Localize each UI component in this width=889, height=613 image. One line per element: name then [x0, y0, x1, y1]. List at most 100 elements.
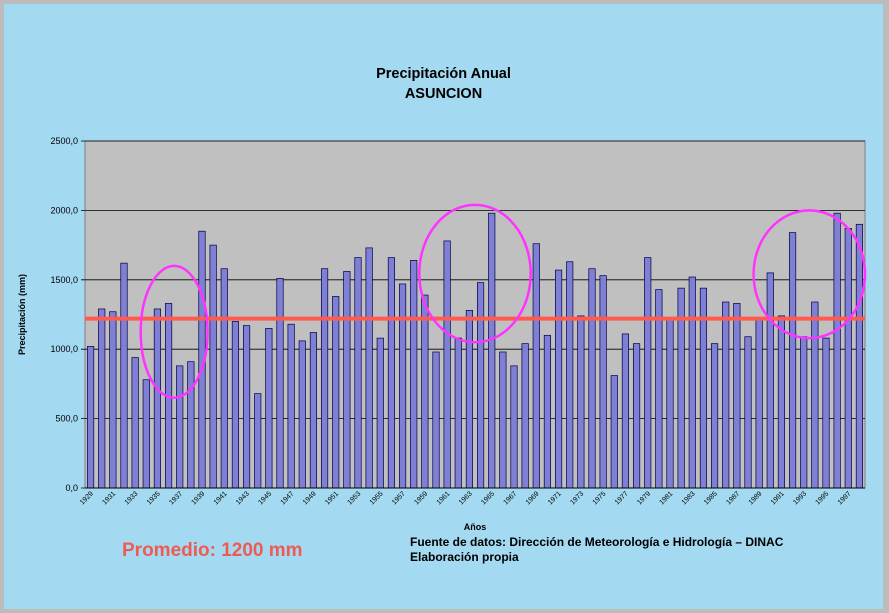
bar	[632, 343, 641, 489]
bar	[98, 308, 106, 489]
bar	[443, 240, 451, 489]
x-tick-label: 1983	[681, 490, 697, 506]
bar	[410, 260, 418, 489]
bar	[566, 261, 574, 489]
y-tick-label: 500,0	[55, 414, 78, 424]
bar	[209, 244, 217, 489]
bar	[387, 257, 396, 489]
bar	[120, 262, 128, 489]
highlight-ellipse	[752, 209, 867, 340]
x-tick-label: 1929	[79, 490, 95, 506]
bar	[766, 272, 774, 489]
x-tick-label: 1987	[725, 490, 741, 506]
x-tick-label: 1971	[547, 490, 563, 506]
x-tick-label: 1935	[146, 490, 162, 506]
bar	[844, 228, 852, 489]
chart-title-line: Precipitación Anual	[376, 66, 511, 82]
x-tick-label: 1975	[592, 490, 608, 506]
x-tick-label: 1997	[837, 490, 853, 506]
x-tick-label: 1945	[257, 490, 273, 506]
bar	[320, 268, 329, 489]
highlight-ellipse	[418, 203, 532, 344]
bar	[176, 365, 184, 489]
bar	[231, 321, 240, 489]
bar	[710, 343, 719, 489]
bar	[398, 283, 407, 489]
x-tick-label: 1947	[280, 490, 296, 506]
bar	[488, 212, 496, 489]
bar	[577, 315, 585, 489]
x-tick-label: 1953	[346, 490, 362, 506]
x-tick-label: 1943	[235, 490, 251, 506]
bar	[666, 319, 674, 489]
x-tick-label: 1959	[413, 490, 429, 506]
credit-line: Elaboración propia	[410, 550, 519, 564]
x-tick-label: 1969	[525, 490, 541, 506]
bar	[811, 301, 819, 489]
x-tick-label: 1941	[213, 490, 229, 506]
x-tick-label: 1993	[792, 490, 808, 506]
x-axis-title: Años	[464, 522, 487, 532]
x-tick-label: 1979	[636, 490, 652, 506]
bar	[142, 379, 150, 489]
x-tick-label: 1961	[436, 490, 452, 506]
x-tick-label: 1965	[480, 490, 496, 506]
bar	[543, 334, 552, 489]
x-tick-label: 1981	[658, 490, 674, 506]
x-tick-label: 1977	[614, 490, 630, 506]
bar	[610, 375, 618, 489]
bar	[476, 282, 485, 489]
bar	[432, 351, 440, 489]
bar	[755, 318, 763, 489]
y-tick-label: 2000,0	[50, 205, 78, 215]
bar	[309, 332, 318, 489]
bar	[521, 343, 529, 489]
x-tick-label: 1989	[748, 490, 764, 506]
bar	[276, 278, 284, 489]
bar	[554, 269, 563, 489]
precipitation-chart: 0,0 500,0 1000,0 1500,0 2000,0 2500,0 1929 1931…	[17, 136, 867, 532]
bar	[777, 315, 786, 489]
bar	[287, 323, 295, 489]
y-tick-label: 2500,0	[50, 136, 78, 146]
x-tick-label: 1991	[770, 490, 786, 506]
chart-subtitle-line: ASUNCION	[404, 86, 483, 102]
average-label: Promedio: 1200 mm	[122, 540, 303, 561]
chart-title: Precipitación Anual ASUNCION	[4, 64, 883, 104]
x-tick-label: 1967	[502, 490, 518, 506]
bar	[254, 393, 262, 489]
bar	[376, 337, 384, 489]
bar	[421, 294, 429, 489]
x-tick-label: 1955	[369, 490, 385, 506]
x-tick-label: 1931	[101, 490, 117, 506]
bar	[365, 247, 373, 489]
bar	[86, 346, 95, 489]
bar	[499, 351, 507, 489]
bar	[822, 337, 830, 489]
bar	[220, 268, 228, 489]
bar	[744, 336, 752, 489]
y-tick-label: 1500,0	[50, 275, 78, 285]
slide: Precipitación Anual ASUNCION 0,0 500,0 100…	[4, 4, 883, 609]
bar	[109, 311, 117, 489]
bar	[788, 232, 797, 489]
x-tick-label: 1949	[302, 490, 318, 506]
bar	[465, 309, 474, 489]
x-tick-label: 1985	[703, 490, 719, 506]
highlight-ellipse	[139, 264, 209, 400]
bar	[800, 336, 808, 489]
bar	[454, 337, 462, 489]
bar	[599, 275, 607, 489]
x-tick-label: 1933	[124, 490, 140, 506]
bar	[354, 257, 362, 489]
bar	[833, 212, 841, 489]
bar	[621, 333, 630, 489]
x-tick-label: 1939	[190, 490, 206, 506]
x-tick-label: 1963	[458, 490, 474, 506]
bar	[644, 257, 652, 489]
bar	[588, 268, 596, 489]
y-tick-label: 0,0	[65, 483, 78, 493]
bar	[131, 357, 139, 489]
y-tick-label: 1000,0	[50, 344, 78, 354]
bar	[733, 303, 741, 489]
